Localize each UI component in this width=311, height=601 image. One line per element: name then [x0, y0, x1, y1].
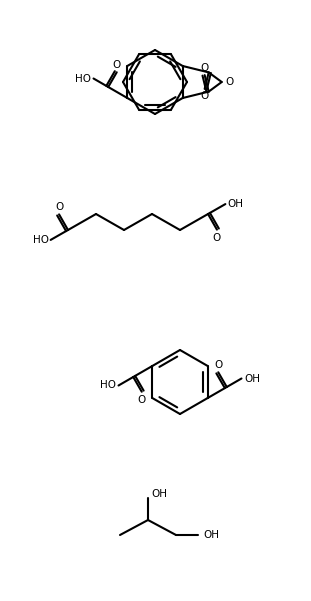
- Text: O: O: [213, 233, 221, 243]
- Text: O: O: [55, 203, 63, 212]
- Text: HO: HO: [33, 235, 49, 245]
- Text: O: O: [214, 360, 222, 370]
- Text: O: O: [113, 60, 121, 70]
- Text: O: O: [225, 77, 234, 87]
- Text: OH: OH: [244, 373, 261, 383]
- Text: HO: HO: [100, 380, 115, 391]
- Text: HO: HO: [75, 73, 91, 84]
- Text: O: O: [137, 395, 146, 404]
- Text: OH: OH: [227, 199, 244, 209]
- Text: OH: OH: [151, 489, 167, 499]
- Text: O: O: [201, 63, 209, 73]
- Text: OH: OH: [203, 530, 219, 540]
- Text: O: O: [201, 91, 209, 101]
